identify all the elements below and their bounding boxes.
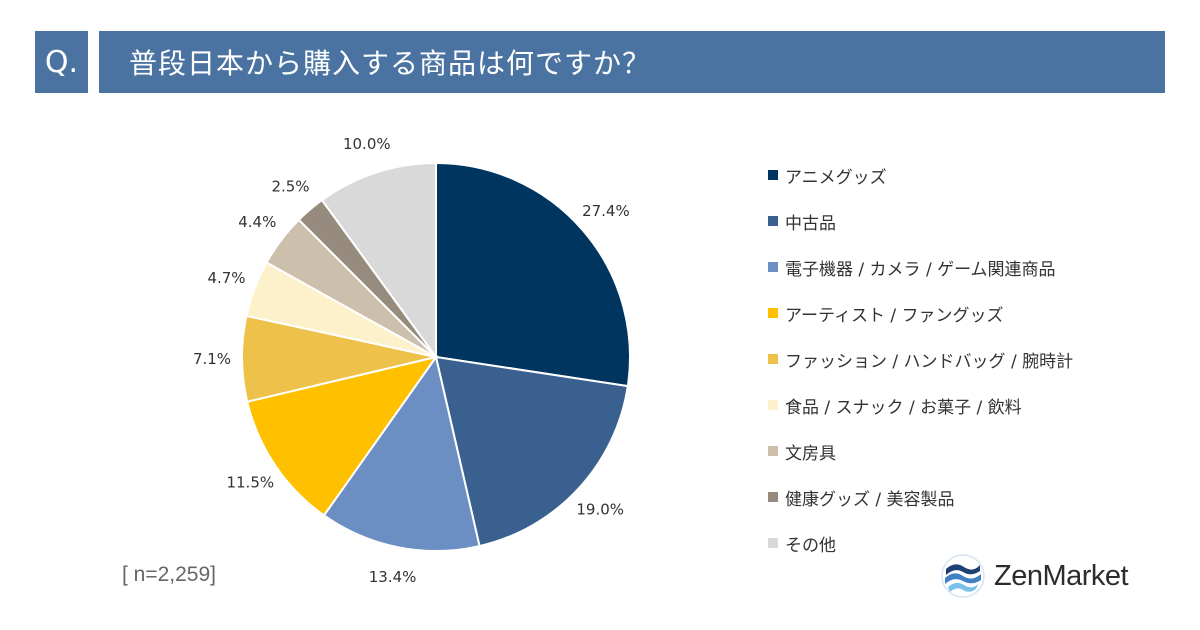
- pie-slice: [435, 161, 631, 388]
- question-badge: Q.: [35, 31, 88, 93]
- pie-slices: [241, 161, 631, 553]
- legend-label: 中古品: [785, 213, 836, 234]
- legend-swatch: [768, 538, 778, 548]
- legend-item: 電子機器 / カメラ / ゲーム関連商品: [768, 244, 1073, 290]
- legend-swatch: [768, 354, 778, 364]
- pie-slice: [434, 355, 629, 548]
- legend-item: その他: [768, 520, 1073, 566]
- question-title: 普段日本から購入する商品は何ですか？: [99, 31, 1165, 93]
- legend-swatch: [768, 308, 778, 318]
- pie-value-label: 11.5%: [226, 473, 274, 491]
- pie-value-label: 10.0%: [343, 135, 391, 153]
- pie-value-labels: 27.4% 19.0% 13.4% 11.5% 7.1% 4.7% 4.4% 2.5% 10.0…: [193, 135, 630, 586]
- pie-value-label: 7.1%: [193, 350, 231, 368]
- legend-item: 中古品: [768, 198, 1073, 244]
- pie-value-label: 2.5%: [271, 178, 309, 196]
- pie-slice: [320, 161, 437, 361]
- brand-name: ZenMarket: [994, 559, 1129, 592]
- brand-logo: ZenMarket: [940, 553, 1129, 599]
- chart-legend: アニメグッズ 中古品電子機器 / カメラ / ゲーム関連商品 アーティスト / ファ…: [768, 152, 1073, 566]
- legend-label: 食品 / スナック / お菓子 / 飲料: [785, 397, 1022, 418]
- legend-item: 健康グッズ / 美容製品: [768, 474, 1073, 520]
- legend-item: アニメグッズ: [768, 152, 1073, 198]
- pie-slice: [322, 354, 481, 553]
- legend-item: 文房具: [768, 428, 1073, 474]
- pie-value-label: 27.4%: [582, 202, 630, 220]
- legend-label: アーティスト / ファングッズ: [785, 305, 1004, 326]
- legend-swatch: [768, 170, 778, 180]
- pie-value-label: 4.7%: [207, 269, 245, 287]
- legend-item: ファッション / ハンドバッグ / 腕時計: [768, 336, 1073, 382]
- legend-label: 文房具: [785, 443, 836, 464]
- legend-swatch: [768, 262, 778, 272]
- pie-value-label: 19.0%: [576, 500, 624, 518]
- legend-label: 健康グッズ / 美容製品: [785, 489, 955, 510]
- pie-value-label: 13.4%: [369, 568, 417, 586]
- legend-label: 電子機器 / カメラ / ゲーム関連商品: [785, 259, 1056, 280]
- legend-swatch: [768, 216, 778, 226]
- legend-swatch: [768, 400, 778, 410]
- legend-item: 食品 / スナック / お菓子 / 飲料: [768, 382, 1073, 428]
- legend-swatch: [768, 492, 778, 502]
- legend-label: その他: [785, 535, 836, 556]
- sample-size-label: [ n=2,259]: [122, 563, 216, 586]
- legend-item: アーティスト / ファングッズ: [768, 290, 1073, 336]
- legend-label: ファッション / ハンドバッグ / 腕時計: [785, 351, 1074, 372]
- zenmarket-logo-icon: [941, 554, 985, 598]
- pie-value-label: 4.4%: [238, 213, 276, 231]
- legend-swatch: [768, 446, 778, 456]
- legend-label: アニメグッズ: [785, 167, 887, 188]
- pie-slice: [246, 355, 439, 517]
